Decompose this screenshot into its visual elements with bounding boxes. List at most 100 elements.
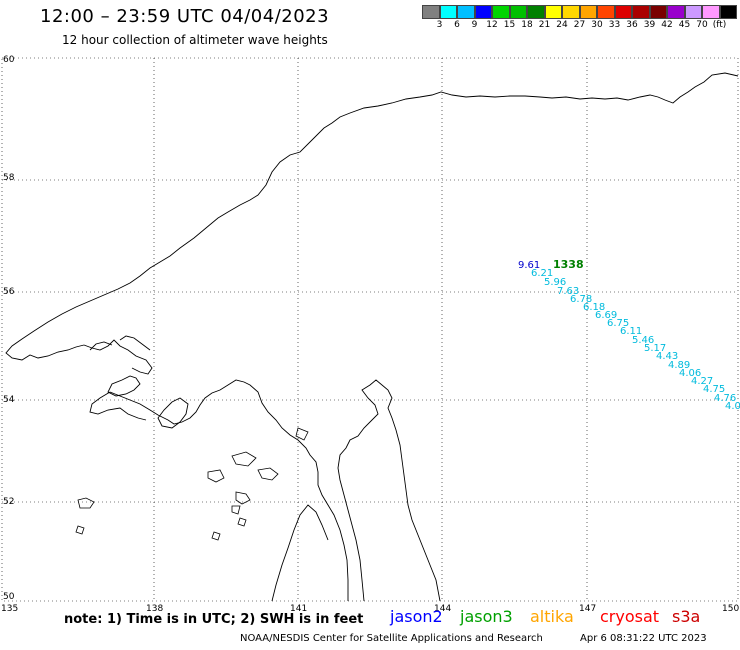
color-swatch xyxy=(492,5,510,19)
wave-height-value: 6.11 xyxy=(620,326,642,337)
color-scale-label: 39 xyxy=(643,20,656,30)
wave-height-value: 6.18 xyxy=(583,302,605,313)
lat-label: 50 xyxy=(3,592,15,602)
color-swatch xyxy=(562,5,580,19)
island-a xyxy=(77,497,95,509)
color-scale-label: 33 xyxy=(608,20,621,30)
color-scale-labels: 3 6 9 12 15 18 21 24 27 30 33 36 39 42 45 70 (ft) xyxy=(422,19,737,31)
color-scale-label: 36 xyxy=(626,20,638,30)
color-scale-label: 6 xyxy=(454,20,460,30)
island-d xyxy=(207,469,225,483)
satellite-label: jason2 xyxy=(390,607,443,626)
satellite-label: altika xyxy=(530,607,574,626)
lon-label: 141 xyxy=(290,604,307,614)
coast-sakhalin-east xyxy=(337,379,441,602)
coast-inlet-1 xyxy=(89,341,113,351)
color-scale-label: 24 xyxy=(556,20,568,30)
color-scale-label: (ft) xyxy=(712,20,727,30)
color-scale-label: 42 xyxy=(661,20,673,30)
wave-height-value: 6.69 xyxy=(595,310,617,321)
timestamp: Apr 6 08:31:22 UTC 2023 xyxy=(580,633,707,644)
island-b xyxy=(235,491,251,505)
wave-height-value: 4.06 xyxy=(679,368,701,379)
color-swatch xyxy=(684,5,702,19)
island-j xyxy=(75,525,85,535)
wave-height-value: 6.75 xyxy=(607,318,629,329)
color-scale-legend: 3 6 9 12 15 18 21 24 27 30 33 36 39 42 45 70 (ft) xyxy=(422,5,737,31)
satellite-label: cryosat xyxy=(600,607,660,626)
color-scale-label: 27 xyxy=(573,20,586,30)
lat-label: 58 xyxy=(3,173,15,183)
color-swatch xyxy=(614,5,632,19)
color-scale-label: 30 xyxy=(591,20,603,30)
island-f xyxy=(257,467,279,481)
satellite-label: jason3 xyxy=(460,607,513,626)
coast-sakhalin-body xyxy=(271,504,329,602)
island-g xyxy=(295,427,309,441)
wave-height-value: 4.0 xyxy=(725,401,740,412)
color-scale-label: 18 xyxy=(521,20,533,30)
wave-height-value: 5.46 xyxy=(632,335,654,346)
lat-label: 60 xyxy=(3,55,15,65)
latitude-labels: 60 58 56 54 52 50 xyxy=(3,55,15,602)
credit-text: NOAA/NESDIS Center for Satellite Applica… xyxy=(240,633,543,644)
color-swatch xyxy=(439,5,457,19)
wave-height-value: 4.43 xyxy=(656,351,678,362)
island-c xyxy=(231,505,241,515)
map-subtitle: 12 hour collection of altimeter wave hei… xyxy=(62,33,328,47)
color-scale-label: 12 xyxy=(486,20,498,30)
wave-height-value: 4.76 xyxy=(714,393,736,404)
coast-academy-bay xyxy=(83,339,153,375)
small-islands xyxy=(75,427,309,541)
color-swatch xyxy=(509,5,527,19)
color-scale-label: 9 xyxy=(471,20,478,30)
lon-label: 150 xyxy=(722,604,739,614)
coast-mainland-north xyxy=(5,72,739,361)
wave-height-value: 4.75 xyxy=(703,384,725,395)
wave-height-value: 7.63 xyxy=(557,286,579,297)
map-title: 12:00 – 23:59 UTC 04/04/2023 xyxy=(40,6,330,27)
color-swatch xyxy=(632,5,650,19)
wave-height-value: 1338 xyxy=(553,258,584,271)
color-scale-bar xyxy=(422,5,737,19)
color-scale-label: 70 xyxy=(696,20,708,30)
color-swatch xyxy=(667,5,685,19)
lon-label: 138 xyxy=(146,604,163,614)
color-swatch xyxy=(422,5,440,19)
color-swatch xyxy=(702,5,720,19)
lon-label: 147 xyxy=(579,604,596,614)
color-swatch xyxy=(649,5,667,19)
island-i xyxy=(211,531,221,541)
footer-credit: NOAA/NESDIS Center for Satellite Applica… xyxy=(240,633,707,644)
color-swatch xyxy=(719,5,737,19)
coast-shantar-island-2 xyxy=(107,375,141,397)
color-swatch xyxy=(597,5,615,19)
color-scale-label: 21 xyxy=(538,20,551,30)
lat-label: 52 xyxy=(3,497,14,507)
wave-height-value: 6.78 xyxy=(570,294,592,305)
wave-height-value: 4.27 xyxy=(691,376,713,387)
color-scale-label: 3 xyxy=(436,20,443,30)
coast-tugur-bay xyxy=(89,391,147,421)
coast-inlet-2 xyxy=(119,335,151,351)
color-scale-label: 45 xyxy=(678,20,691,30)
wave-height-value: 4.89 xyxy=(668,360,690,371)
color-scale-label: 15 xyxy=(503,20,516,30)
satellite-label: s3a xyxy=(672,607,701,626)
coast-shantar-island-1 xyxy=(157,397,189,429)
lat-label: 54 xyxy=(3,395,15,405)
wave-height-value: 9.61 xyxy=(518,260,540,271)
lon-label: 144 xyxy=(434,604,451,614)
wave-height-value: 5.96 xyxy=(544,277,566,288)
color-swatch xyxy=(544,5,562,19)
island-e xyxy=(231,451,257,467)
island-h xyxy=(237,517,247,527)
coast-sakhalin-west xyxy=(109,379,349,601)
longitude-labels: 135 138 141 144 147 150 xyxy=(1,604,739,614)
wave-height-track: 9.61 1338 6.21 5.96 7.63 6.78 6.18 6.69 … xyxy=(518,258,740,412)
lat-label: 56 xyxy=(3,287,15,297)
color-swatch xyxy=(457,5,475,19)
color-swatch xyxy=(474,5,492,19)
wave-height-value: 5.17 xyxy=(644,343,666,354)
